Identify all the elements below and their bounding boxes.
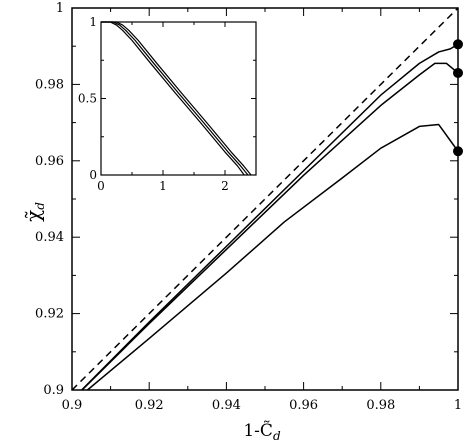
- x-tick-label: 0.9: [62, 398, 83, 413]
- inset-plot-frame: [100, 21, 257, 176]
- inset-x-tick-label: 2: [221, 179, 229, 193]
- y-tick-label: 0.94: [35, 230, 64, 245]
- series-line-3: [81, 62, 459, 391]
- series-line-1: [71, 7, 459, 391]
- y-tick-label: 1: [56, 1, 64, 16]
- x-tick-label: 0.96: [289, 398, 318, 413]
- y-tick-label: 0.9: [43, 383, 64, 398]
- inset-y-tick-label: 1: [89, 15, 97, 29]
- inset-x-tick-label: 1: [159, 179, 167, 193]
- inset-y-tick-label: 0.5: [78, 92, 97, 106]
- y-tick-label: 0.96: [35, 154, 64, 169]
- inset-series-line-3: [101, 21, 252, 176]
- inset-y-tick-label: 0: [89, 168, 97, 182]
- y-axis-label: χ̃d: [21, 202, 47, 222]
- endpoint-marker: [453, 146, 463, 157]
- endpoint-marker: [453, 67, 463, 78]
- x-tick-label: 0.94: [212, 398, 241, 413]
- x-tick-label: 0.92: [135, 398, 164, 413]
- inset-series-line-1: [101, 21, 245, 176]
- x-axis-label: 1-C̃d: [243, 421, 281, 443]
- series-line-4: [86, 123, 459, 391]
- endpoint-marker: [453, 39, 463, 50]
- inset-series-line-2: [101, 21, 249, 176]
- y-tick-label: 0.92: [35, 307, 64, 322]
- series-line-2: [81, 43, 459, 391]
- x-tick-label: 1: [454, 398, 462, 413]
- inset-x-tick-label: 0: [97, 179, 105, 193]
- y-tick-label: 0.98: [35, 77, 64, 92]
- x-tick-label: 0.98: [366, 398, 395, 413]
